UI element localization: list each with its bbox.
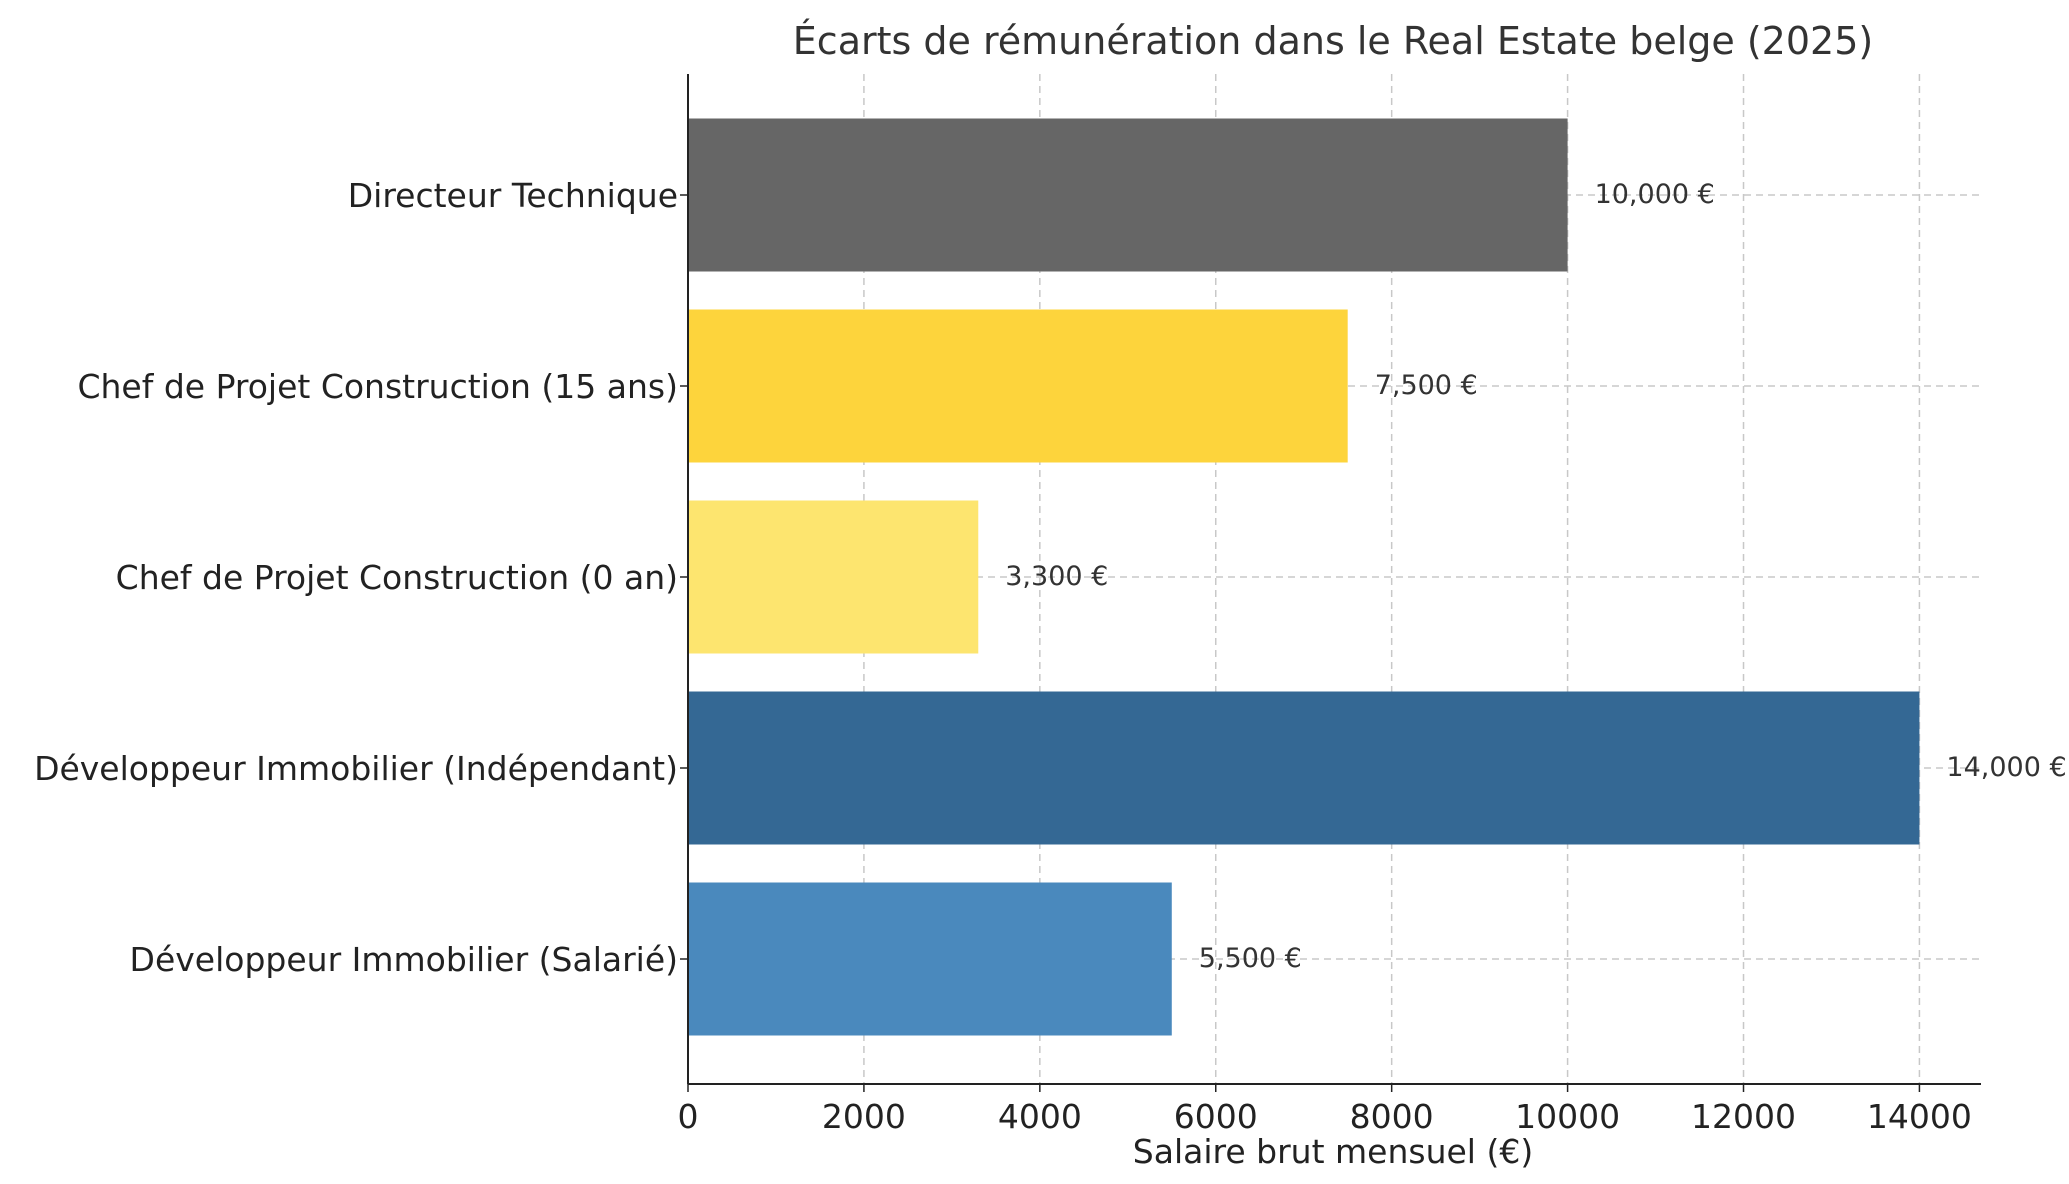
x-tick-label: 0 [678, 1097, 699, 1136]
category-label: Chef de Projet Construction (15 ans) [77, 367, 678, 406]
x-tick-label: 2000 [822, 1097, 906, 1136]
category-labels: Directeur Technique Chef de Projet Constr… [34, 176, 678, 979]
category-label: Chef de Projet Construction (0 an) [116, 558, 678, 597]
bar [688, 118, 1568, 272]
bar-value-label: 5,500 € [1199, 943, 1302, 974]
x-axis-label: Salaire brut mensuel (€) [1133, 1132, 1533, 1171]
bar [688, 500, 979, 654]
bar-value-label: 3,300 € [1005, 561, 1108, 592]
chart-title: Écarts de rémunération dans le Real Esta… [793, 19, 1873, 63]
x-tick-label: 4000 [998, 1097, 1082, 1136]
x-tick-label: 6000 [1174, 1097, 1258, 1136]
bars [688, 118, 1920, 1036]
bar [688, 691, 1920, 845]
x-tick-label: 8000 [1350, 1097, 1434, 1136]
bar [688, 309, 1348, 463]
x-tick-label: 14000 [1867, 1097, 1972, 1136]
category-label: Directeur Technique [348, 176, 678, 215]
x-tick-labels: 0 2000 4000 6000 8000 10000 12000 14000 [678, 1097, 1972, 1136]
bar-value-label: 14,000 € [1946, 752, 2066, 783]
bar-value-label: 7,500 € [1375, 370, 1478, 401]
x-tick-label: 10000 [1515, 1097, 1620, 1136]
bar-value-labels: 10,000 € 7,500 € 3,300 € 14,000 € 5,500 € [1005, 179, 2066, 974]
category-label: Développeur Immobilier (Salarié) [130, 940, 678, 979]
bar [688, 882, 1172, 1036]
x-tick-label: 12000 [1691, 1097, 1796, 1136]
category-label: Développeur Immobilier (Indépendant) [34, 749, 678, 788]
axes [680, 74, 1981, 1092]
bar-value-label: 10,000 € [1595, 179, 1715, 210]
